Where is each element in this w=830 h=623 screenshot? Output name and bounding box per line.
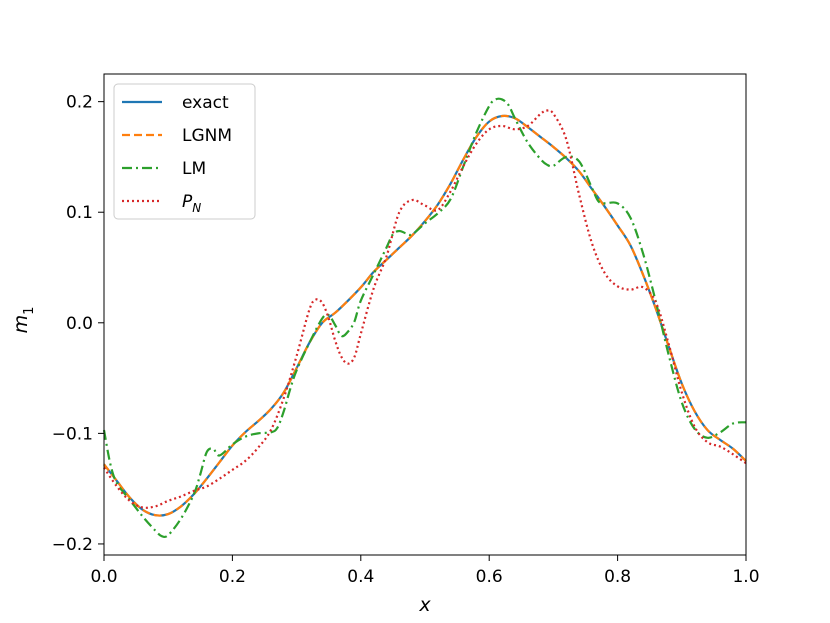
series-line-p-n [103, 109, 747, 509]
x-axis: 0.0 0.2 0.4 0.6 0.8 1.0 [90, 555, 760, 587]
y-tick-label: 0.1 [66, 203, 93, 223]
y-tick-label: −0.2 [52, 535, 93, 555]
legend: exact LGNM LM PN [113, 83, 256, 220]
legend-label-lgnm: LGNM [182, 126, 232, 146]
y-tick-label: 0.2 [66, 93, 93, 113]
y-axis-label-subscript: 1 [22, 307, 37, 315]
legend-label-lm: LM [182, 159, 206, 179]
x-tick-label: 0.0 [90, 567, 117, 587]
x-tick-label: 0.4 [347, 567, 374, 587]
x-tick-label: 0.8 [604, 567, 631, 587]
series-line-lgnm [103, 114, 747, 517]
plot-lines [102, 97, 747, 539]
y-axis-label-symbol: m [10, 315, 32, 334]
x-axis-label: x [418, 594, 431, 616]
plot-frame [103, 73, 747, 556]
x-tick-label: 1.0 [732, 567, 759, 587]
x-tick-label: 0.6 [476, 567, 503, 587]
y-tick-label: −0.1 [52, 424, 93, 444]
legend-label-p-n: PN [182, 192, 201, 215]
y-tick-label: 0.0 [66, 314, 93, 334]
y-axis-label: m1 [10, 307, 37, 334]
legend-box [113, 83, 256, 220]
y-axis: −0.2 −0.1 0.0 0.1 0.2 [52, 93, 104, 555]
legend-label-exact: exact [182, 93, 229, 113]
x-tick-label: 0.2 [219, 567, 246, 587]
series-line-lm [102, 97, 747, 539]
